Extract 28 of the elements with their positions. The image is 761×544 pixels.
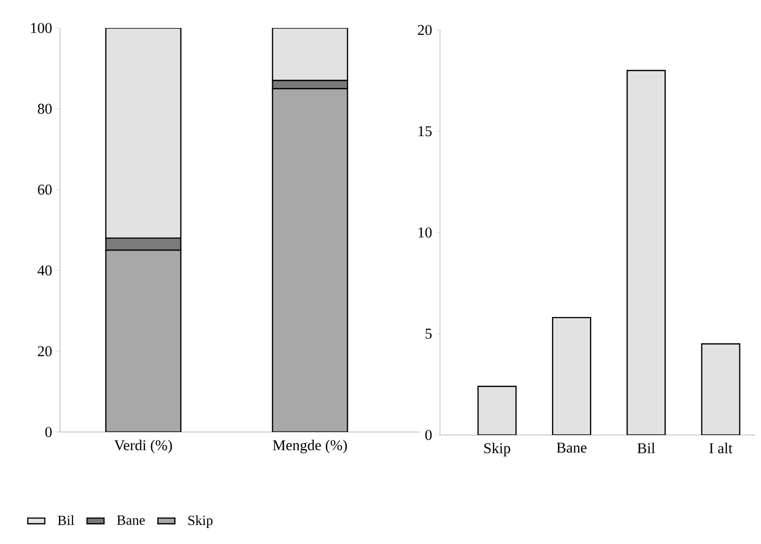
legend-label: Bane xyxy=(117,516,145,525)
x-tick-label: Mengde (%) xyxy=(272,440,347,454)
x-tick-label: Verdi (%) xyxy=(114,440,172,454)
bar xyxy=(105,250,182,432)
y-tick-label: 0 xyxy=(45,426,52,438)
y-tick-label: 20 xyxy=(418,24,432,36)
bar xyxy=(626,70,666,435)
legend-label: Bil xyxy=(58,515,74,526)
legend-label: Skip xyxy=(188,515,213,528)
bar xyxy=(272,88,348,432)
y-tick-label: 20 xyxy=(38,346,52,356)
y-tick-label: 100 xyxy=(31,22,52,34)
y-tick-label: 15 xyxy=(418,126,432,136)
x-tick-label: I alt xyxy=(709,442,732,454)
y-tick-label: 80 xyxy=(38,104,52,114)
y-tick-label: 60 xyxy=(38,184,52,195)
bar xyxy=(552,316,592,435)
y-tick-label: 40 xyxy=(38,265,52,276)
bar xyxy=(477,386,517,435)
bar xyxy=(701,343,740,435)
y-tick-label: 0 xyxy=(425,430,432,440)
y-tick-label: 5 xyxy=(426,328,432,339)
x-tick-label: Bil xyxy=(637,442,655,454)
bar xyxy=(105,28,182,239)
bar xyxy=(272,28,348,82)
x-tick-label: Skip xyxy=(484,442,510,456)
y-tick-label: 10 xyxy=(418,227,432,238)
x-tick-label: Bane xyxy=(556,442,586,453)
